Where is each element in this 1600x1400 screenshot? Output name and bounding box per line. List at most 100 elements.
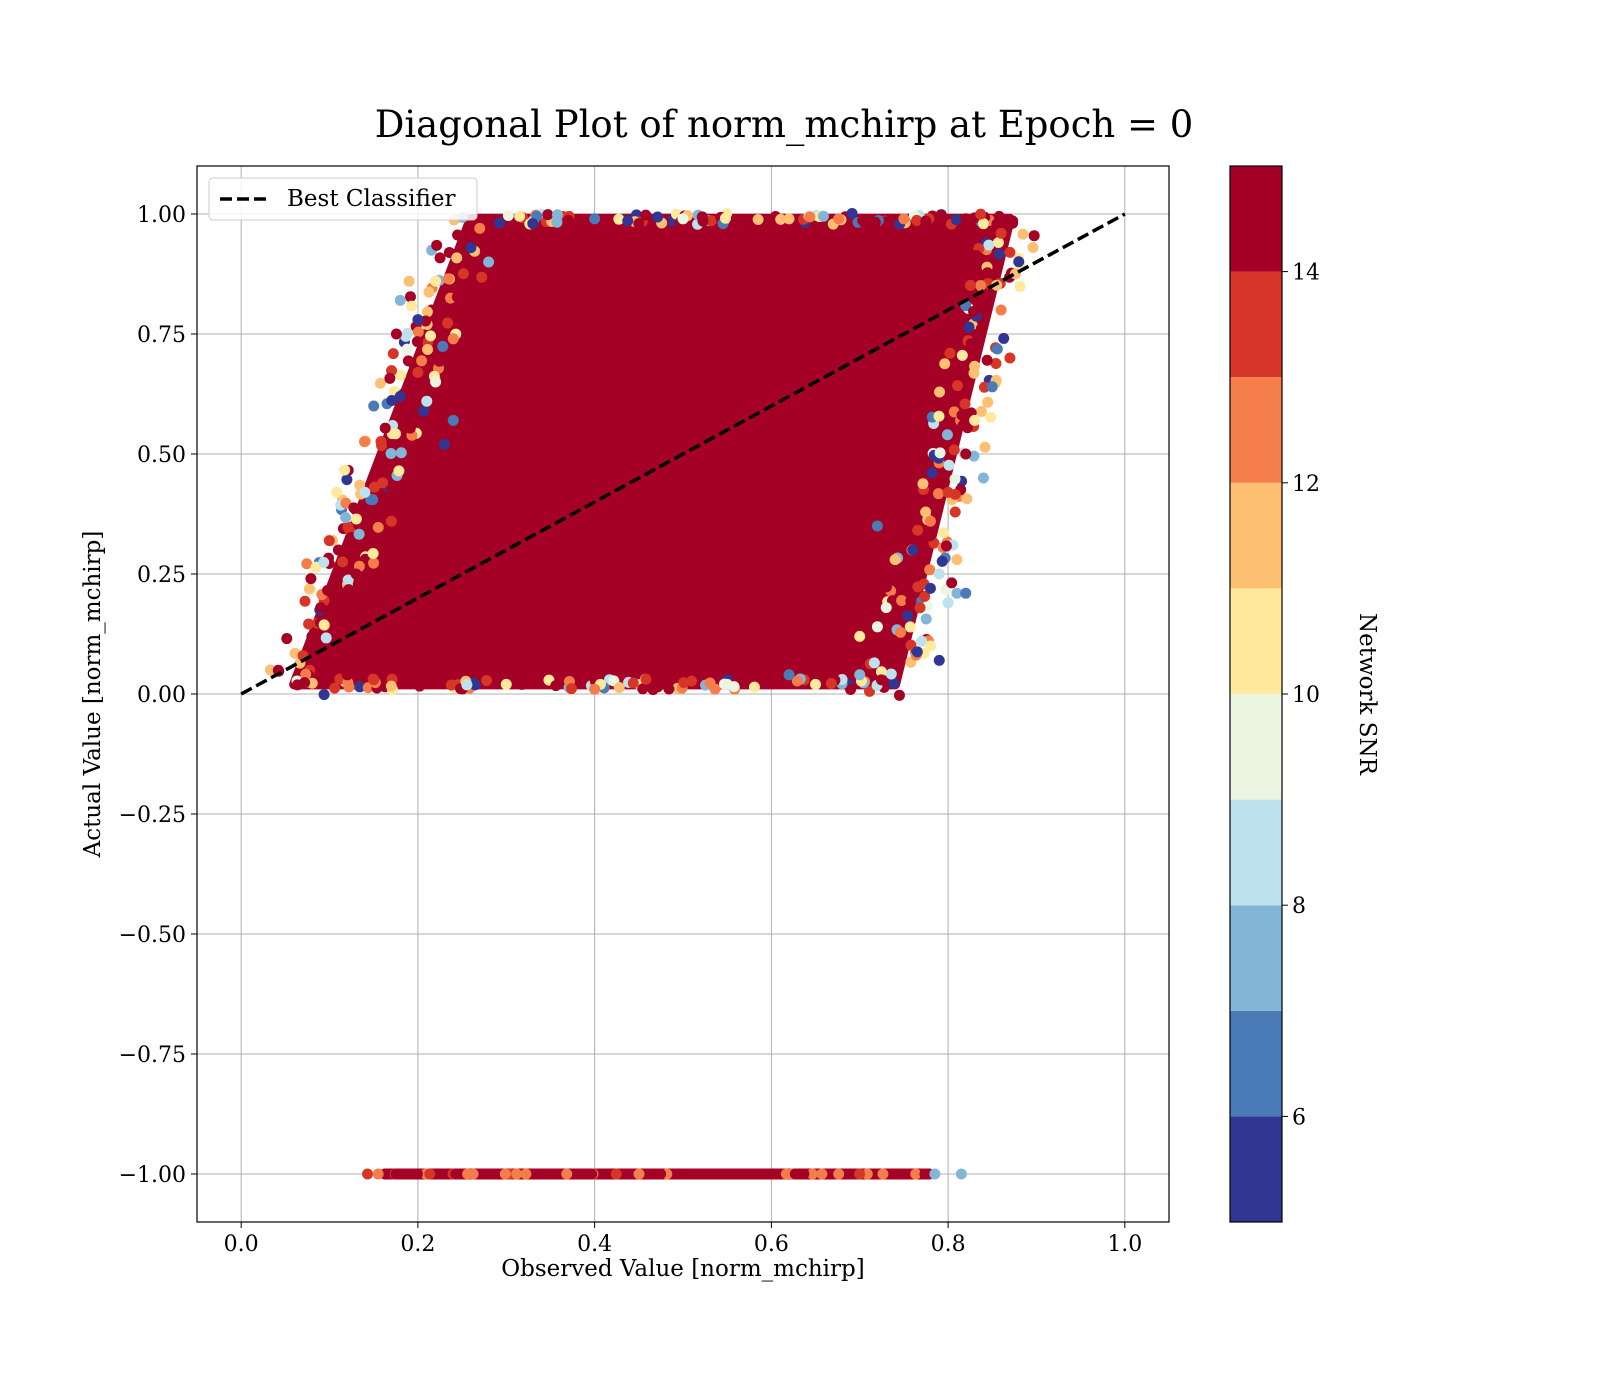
scatter-point <box>318 619 330 631</box>
scatter-point <box>833 1168 845 1180</box>
scatter-point <box>281 633 293 645</box>
scatter-point <box>576 1168 588 1180</box>
x-tick-label: 0.8 <box>931 1232 966 1257</box>
scatter-point <box>652 211 664 223</box>
scatter-point <box>941 429 953 441</box>
scatter-point <box>864 685 876 697</box>
scatter-point <box>924 530 936 542</box>
scatter-point <box>998 332 1010 344</box>
colorbar-label: Network SNR <box>1354 613 1380 776</box>
scatter-point <box>500 678 512 690</box>
scatter-point <box>721 678 733 690</box>
scatter-point <box>959 415 971 427</box>
scatter-point <box>402 355 414 367</box>
scatter-point <box>414 680 426 692</box>
scatter-point <box>457 268 469 280</box>
scatter-point <box>339 464 351 476</box>
scatter-point <box>982 396 994 408</box>
scatter-point <box>499 1168 511 1180</box>
scatter-point <box>993 248 1005 260</box>
scatter-point <box>875 674 887 686</box>
scatter-point <box>914 602 926 614</box>
scatter-point <box>943 459 955 471</box>
scatter-point <box>423 286 435 298</box>
scatter-point <box>968 306 980 318</box>
scatter-point <box>395 369 407 381</box>
y-tick-label: 0.00 <box>137 683 186 708</box>
scatter-point <box>456 294 468 306</box>
colorbar-bin <box>1230 271 1282 378</box>
scatter-point <box>362 1168 374 1180</box>
scatter-point <box>1013 256 1025 268</box>
scatter-point <box>306 630 318 642</box>
y-axis-label: Actual Value [norm_mchirp] <box>80 531 106 859</box>
scatter-point <box>476 271 488 283</box>
scatter-point <box>673 1168 685 1180</box>
scatter-point <box>369 481 381 493</box>
scatter-point <box>917 478 929 490</box>
scatter-point <box>951 587 963 599</box>
scatter-point <box>402 327 414 339</box>
scatter-point <box>323 610 335 622</box>
scatter-point <box>677 213 689 225</box>
scatter-point <box>437 340 449 352</box>
scatter-point <box>995 304 1007 316</box>
scatter-point <box>390 328 402 340</box>
scatter-point <box>955 1168 967 1180</box>
scatter-point <box>1028 230 1040 242</box>
scatter-point <box>385 482 397 494</box>
scatter-point <box>869 216 881 228</box>
scatter-point <box>412 326 424 338</box>
scatter-point <box>434 324 446 336</box>
colorbar-tick-label: 10 <box>1292 683 1320 708</box>
scatter-point <box>315 602 327 614</box>
scatter-point <box>385 515 397 527</box>
legend: Best Classifier <box>208 177 478 221</box>
scatter-point <box>305 573 317 585</box>
scatter-point <box>951 380 963 392</box>
scatter-point <box>929 1168 941 1180</box>
scatter-point <box>678 677 690 689</box>
scatter-point <box>960 448 972 460</box>
scatter-point <box>516 678 528 690</box>
scatter-point <box>442 273 454 285</box>
scatter-point <box>320 632 332 644</box>
scatter-point <box>990 357 1002 369</box>
scatter-point <box>964 279 976 291</box>
scatter-point <box>963 321 975 333</box>
colorbar-bin <box>1230 588 1282 694</box>
scatter-point <box>322 584 334 596</box>
scatter-point <box>935 209 947 221</box>
scatter-point <box>961 493 973 505</box>
scatter-point <box>944 347 956 359</box>
colorbar: 6 8 10 12 14 <box>1229 165 1320 1223</box>
scatter-point <box>836 645 848 657</box>
scatter-point <box>810 678 822 690</box>
scatter-point <box>724 1168 736 1180</box>
scatter-point <box>394 390 406 402</box>
scatter-point <box>343 681 355 693</box>
scatter-point <box>970 250 982 262</box>
scatter-point <box>854 1168 866 1180</box>
scatter-point <box>342 574 354 586</box>
scatter-point <box>697 215 709 227</box>
scatter-point <box>299 595 311 607</box>
scatter-point <box>550 680 562 692</box>
scatter-point <box>359 486 371 498</box>
scatter-point <box>946 577 958 589</box>
scatter-point <box>880 581 892 593</box>
scatter-point <box>975 405 987 417</box>
scatter-point <box>936 555 948 567</box>
scatter-point <box>395 447 407 459</box>
scatter-point <box>942 597 954 609</box>
x-tick-label: 0.4 <box>577 1232 612 1257</box>
scatter-point <box>965 338 977 350</box>
scatter-point <box>637 683 649 695</box>
scatter-point <box>898 213 910 225</box>
scatter-point <box>474 222 486 234</box>
scatter-point <box>783 669 795 681</box>
scatter-point <box>613 213 625 225</box>
scatter-point <box>452 229 464 241</box>
colorbar-tick-label: 12 <box>1292 472 1320 497</box>
scatter-point <box>353 528 365 540</box>
